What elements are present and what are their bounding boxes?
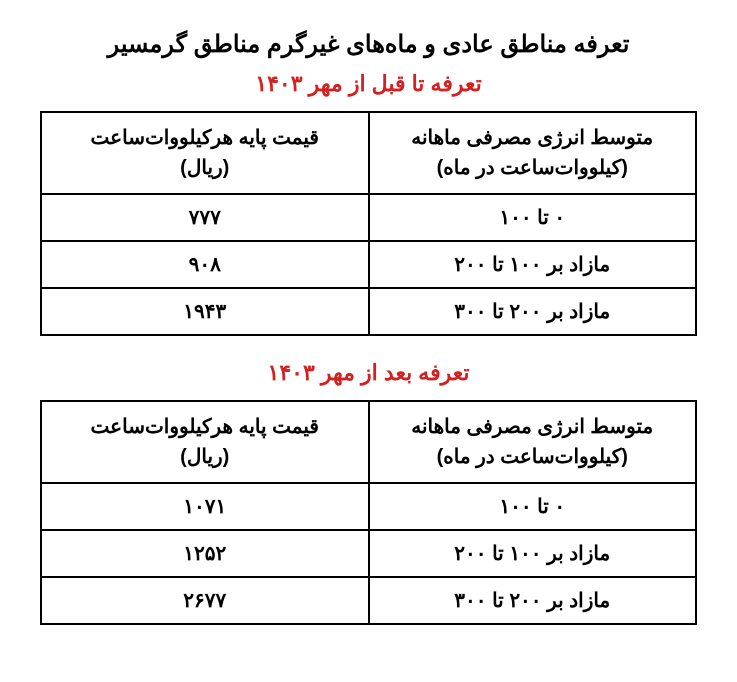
cell-range: مازاد بر ۲۰۰ تا ۳۰۰ [369,288,697,335]
tariff-table-before: متوسط انرژی مصرفی ماهانه (کیلووات‌ساعت د… [40,111,697,336]
table-header-row: متوسط انرژی مصرفی ماهانه (کیلووات‌ساعت د… [41,112,696,194]
header-line: (کیلووات‌ساعت در ماه) [378,442,688,472]
header-line: قیمت پایه هرکیلووات‌ساعت [50,412,360,442]
main-title: تعرفه مناطق عادی و ماه‌های غیرگرم مناطق … [40,30,697,59]
cell-price: ۱۰۷۱ [41,483,369,530]
cell-range: مازاد بر ۱۰۰ تا ۲۰۰ [369,530,697,577]
col-header-consumption: متوسط انرژی مصرفی ماهانه (کیلووات‌ساعت د… [369,112,697,194]
col-header-price: قیمت پایه هرکیلووات‌ساعت (ریال) [41,112,369,194]
tariff-table-after: متوسط انرژی مصرفی ماهانه (کیلووات‌ساعت د… [40,400,697,625]
cell-price: ۱۲۵۲ [41,530,369,577]
cell-price: ۷۷۷ [41,194,369,241]
table-row: مازاد بر ۱۰۰ تا ۲۰۰ ۱۲۵۲ [41,530,696,577]
header-line: قیمت پایه هرکیلووات‌ساعت [50,123,360,153]
cell-range: مازاد بر ۲۰۰ تا ۳۰۰ [369,577,697,624]
header-line: (ریال) [50,442,360,472]
cell-range: ۰ تا ۱۰۰ [369,483,697,530]
table-row: ۰ تا ۱۰۰ ۱۰۷۱ [41,483,696,530]
header-line: متوسط انرژی مصرفی ماهانه [378,412,688,442]
header-line: (ریال) [50,153,360,183]
cell-range: مازاد بر ۱۰۰ تا ۲۰۰ [369,241,697,288]
cell-range: ۰ تا ۱۰۰ [369,194,697,241]
table-row: مازاد بر ۲۰۰ تا ۳۰۰ ۲۶۷۷ [41,577,696,624]
col-header-price: قیمت پایه هرکیلووات‌ساعت (ریال) [41,401,369,483]
cell-price: ۱۹۴۳ [41,288,369,335]
header-line: (کیلووات‌ساعت در ماه) [378,153,688,183]
subtitle-after: تعرفه بعد از مهر ۱۴۰۳ [40,360,697,386]
table-row: ۰ تا ۱۰۰ ۷۷۷ [41,194,696,241]
col-header-consumption: متوسط انرژی مصرفی ماهانه (کیلووات‌ساعت د… [369,401,697,483]
table-row: مازاد بر ۱۰۰ تا ۲۰۰ ۹۰۸ [41,241,696,288]
header-line: متوسط انرژی مصرفی ماهانه [378,123,688,153]
cell-price: ۲۶۷۷ [41,577,369,624]
subtitle-before: تعرفه تا قبل از مهر ۱۴۰۳ [40,71,697,97]
cell-price: ۹۰۸ [41,241,369,288]
table-header-row: متوسط انرژی مصرفی ماهانه (کیلووات‌ساعت د… [41,401,696,483]
table-row: مازاد بر ۲۰۰ تا ۳۰۰ ۱۹۴۳ [41,288,696,335]
